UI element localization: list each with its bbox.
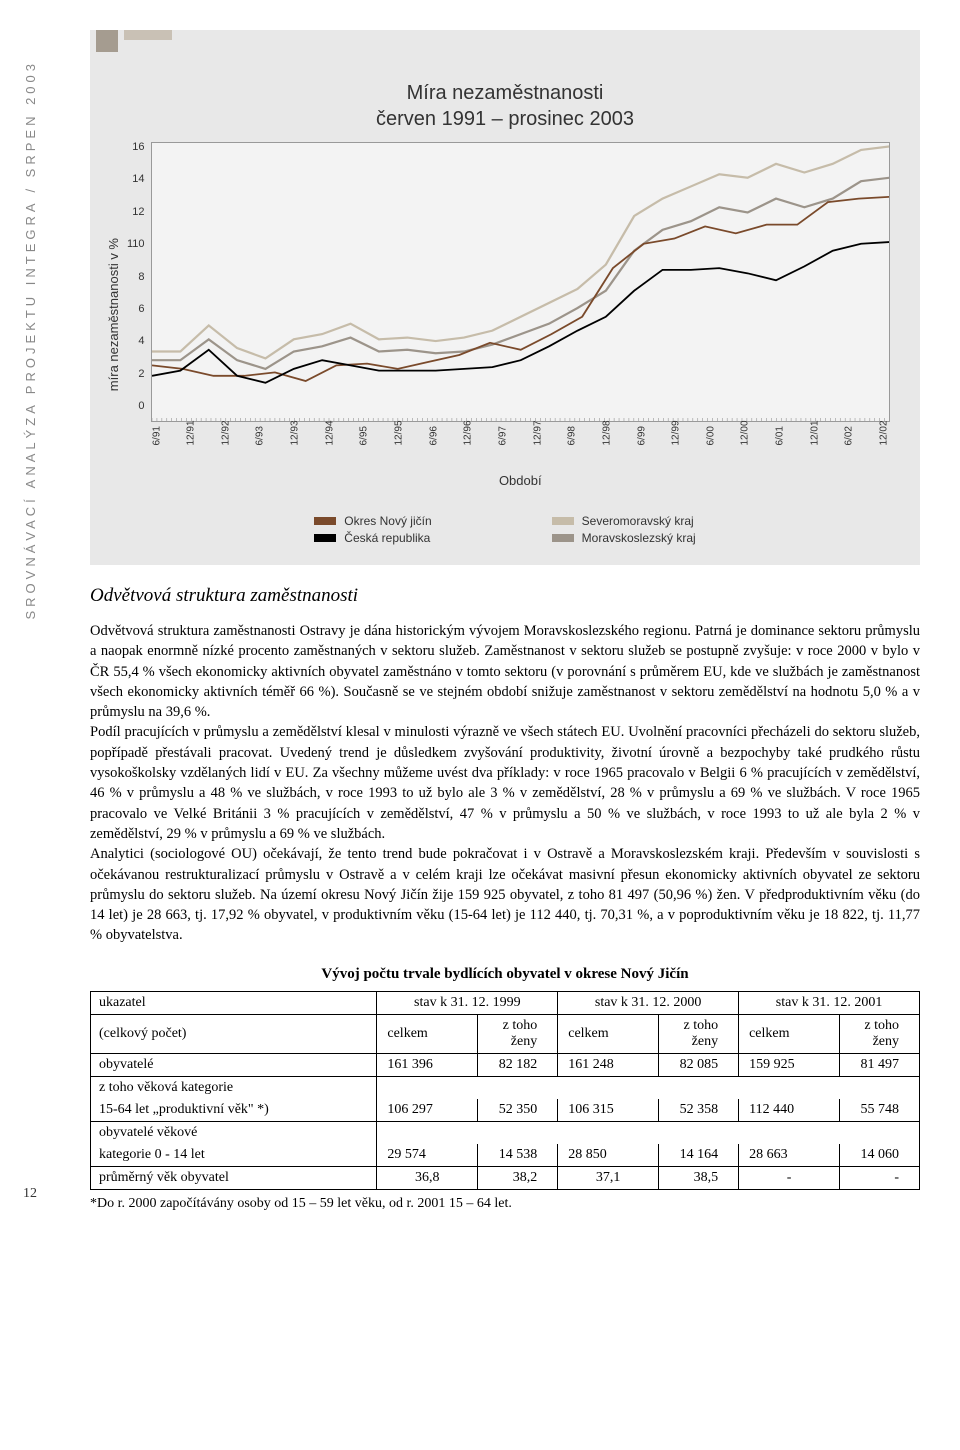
line-chart-svg [151, 142, 890, 422]
th-ukazatel: ukazatel [91, 991, 377, 1014]
table-row: 15-64 let „produktivní věk" *) 106 297 5… [91, 1099, 920, 1122]
chart-legend: Okres Nový jičín Česká republika Severomo… [90, 514, 920, 545]
table-row: obyvatelé 161 396 82 182 161 248 82 085 … [91, 1053, 920, 1076]
left-margin: SROVNÁVACÍ ANALÝZA PROJEKTU INTEGRA / SR… [0, 0, 60, 1242]
page-number: 12 [23, 1186, 37, 1202]
chart-title-2: červen 1991 – prosinec 2003 [376, 108, 634, 130]
page-content: Míra nezaměstnanosti červen 1991 – prosi… [90, 30, 920, 1212]
legend-item: Česká republika [314, 531, 431, 545]
chart-body: míra nezaměstnanosti v % 16141211086420 … [90, 132, 920, 498]
th-2000: stav k 31. 12. 2000 [558, 991, 739, 1014]
th-1999: stav k 31. 12. 1999 [377, 991, 558, 1014]
side-label: SROVNÁVACÍ ANALÝZA PROJEKTU INTEGRA / SR… [23, 60, 38, 620]
table-title: Vývoj počtu trvale bydlících obyvatel v … [90, 966, 920, 983]
legend-item: Severomoravský kraj [552, 514, 696, 528]
section-heading: Odvětvová struktura zaměstnanosti [90, 585, 920, 607]
body-text: Odvětvová struktura zaměstnanosti Ostrav… [90, 621, 920, 946]
x-axis-label: Období [151, 473, 890, 488]
y-axis-label: míra nezaměstnanosti v % [100, 238, 127, 391]
table-header-row-2: (celkový počet) celkem z toho ženy celke… [91, 1014, 920, 1053]
population-table: ukazatel stav k 31. 12. 1999 stav k 31. … [90, 991, 920, 1190]
table-footnote: *Do r. 2000 započítávány osoby od 15 – 5… [90, 1196, 920, 1212]
chart-title: Míra nezaměstnanosti červen 1991 – prosi… [90, 60, 920, 132]
th-2001: stav k 31. 12. 2001 [739, 991, 920, 1014]
x-ticks: 6/9112/9112/926/9312/9312/946/9512/956/9… [151, 426, 890, 447]
chart-title-1: Míra nezaměstnanosti [407, 82, 604, 104]
table-row: kategorie 0 - 14 let 29 574 14 538 28 85… [91, 1144, 920, 1167]
legend-item: Okres Nový jičín [314, 514, 431, 528]
plot-area: 6/9112/9112/926/9312/9312/946/9512/956/9… [151, 142, 890, 488]
legend-item: Moravskoslezský kraj [552, 531, 696, 545]
table-row: průměrný věk obyvatel 36,8 38,2 37,1 38,… [91, 1166, 920, 1189]
table-row: obyvatelé věkové [91, 1121, 920, 1144]
y-ticks: 16141211086420 [127, 142, 151, 412]
table-row: z toho věková kategorie [91, 1076, 920, 1099]
table-header-row-1: ukazatel stav k 31. 12. 1999 stav k 31. … [91, 991, 920, 1014]
chart-panel: Míra nezaměstnanosti červen 1991 – prosi… [90, 30, 920, 565]
